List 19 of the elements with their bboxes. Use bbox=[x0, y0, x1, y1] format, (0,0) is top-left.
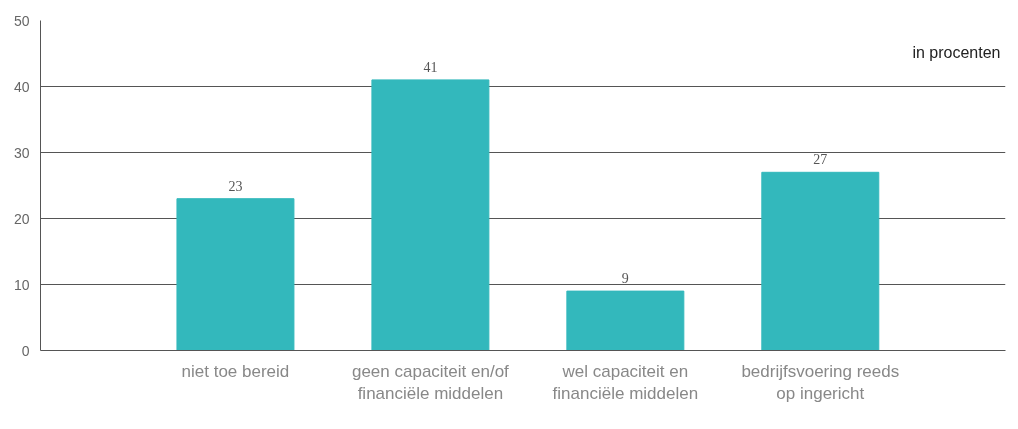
x-tick-label: wel capaciteit en financiële middelen bbox=[552, 361, 699, 404]
y-tick-label: 0 bbox=[21, 342, 30, 359]
y-tick-label: 10 bbox=[13, 276, 30, 293]
bar bbox=[371, 79, 490, 351]
annotation: in procenten bbox=[912, 43, 1001, 61]
data-label: 23 bbox=[228, 178, 243, 194]
x-tick-label: bedrijfsvoering reeds op ingericht bbox=[741, 361, 900, 404]
x-tick-label: geen capaciteit en/of financiële middelen bbox=[351, 361, 510, 404]
data-label: 27 bbox=[813, 152, 828, 168]
data-label: 41 bbox=[423, 59, 438, 75]
bar bbox=[176, 198, 295, 351]
x-tick-label: niet toe bereid bbox=[181, 361, 290, 381]
y-tick-label: 50 bbox=[13, 12, 30, 29]
bar bbox=[566, 290, 685, 351]
data-label: 9 bbox=[621, 271, 629, 287]
bar bbox=[761, 171, 880, 351]
y-tick-label: 30 bbox=[13, 144, 30, 161]
y-tick-label: 40 bbox=[13, 78, 30, 95]
y-tick-label: 20 bbox=[13, 210, 30, 227]
